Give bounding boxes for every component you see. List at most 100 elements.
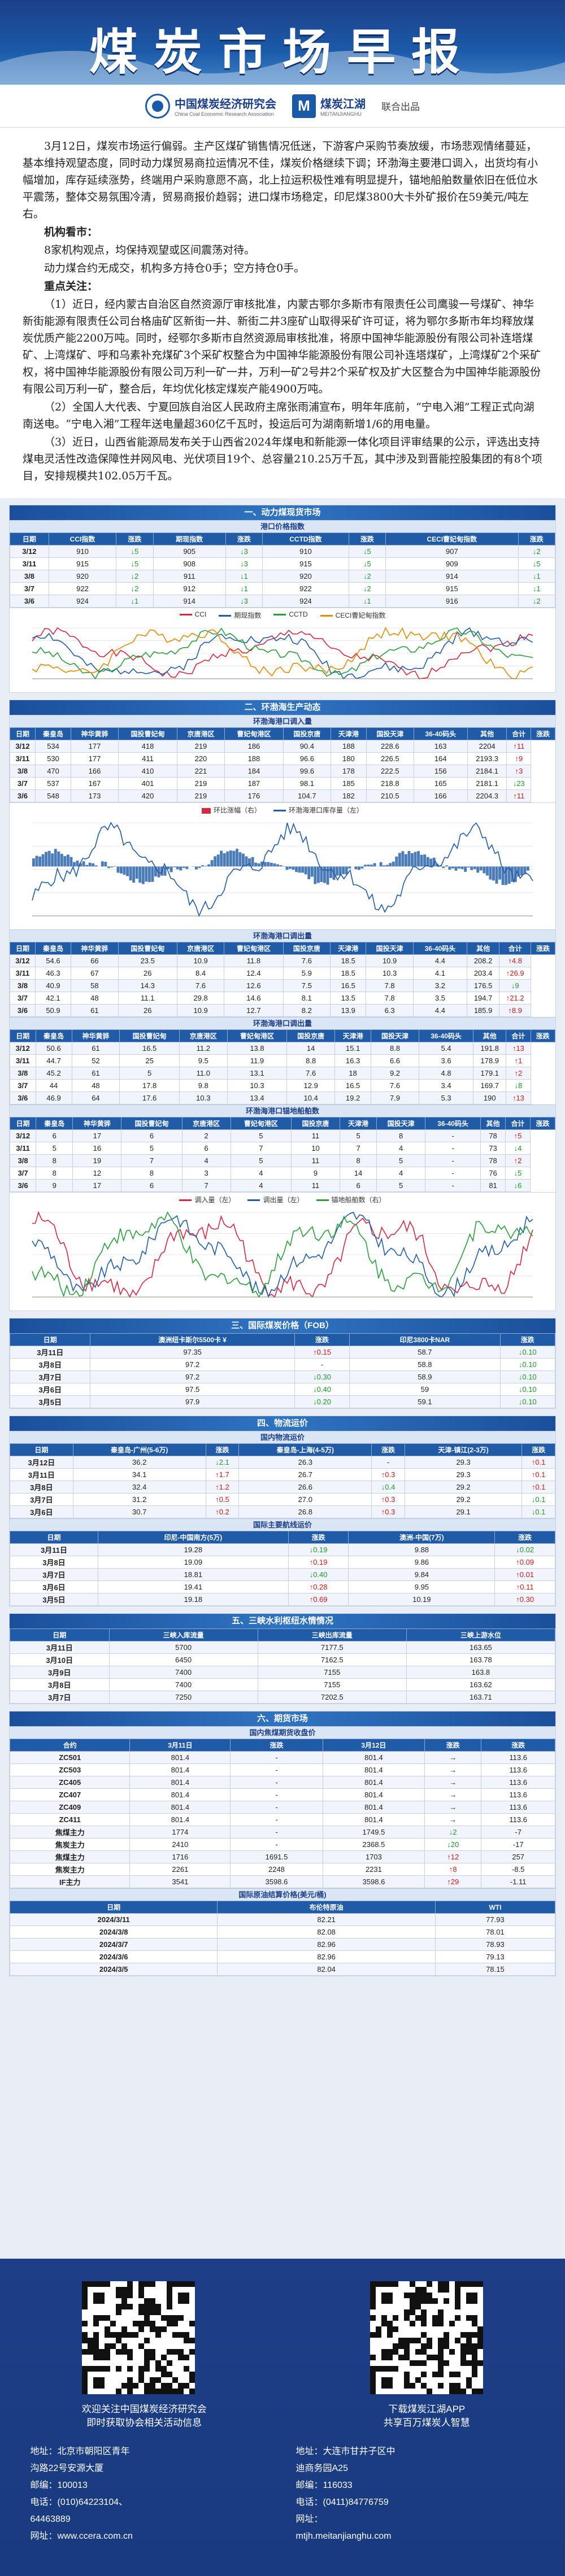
qr-module	[81, 2383, 88, 2389]
column-header: 国投京唐	[290, 1117, 341, 1130]
table-cell: 7.6	[282, 954, 331, 967]
column-header: 日期	[9, 1901, 218, 1914]
table-cell: 2368.5	[322, 1838, 425, 1851]
table-cell: 907	[385, 545, 519, 558]
chart-bar	[185, 866, 189, 869]
table-cell: ↑11	[506, 789, 532, 802]
qr-module	[404, 2343, 410, 2349]
table-cell: 418	[118, 740, 178, 753]
column-header: 天津港	[340, 1117, 377, 1130]
table-cell: 16.5	[334, 1079, 372, 1092]
chart-bar	[176, 866, 179, 870]
chart-bar	[207, 864, 211, 867]
qr-module	[398, 2338, 405, 2343]
table-cell: 26	[118, 1004, 177, 1017]
chart-bar	[345, 866, 348, 875]
table-cell: 6	[36, 1129, 73, 1142]
table-cell: 10.9	[176, 954, 225, 967]
table-cell: 3/12	[10, 954, 36, 967]
table-row: ZC503 801.4-801.4 → 113.6	[9, 1763, 555, 1776]
chart-bar	[448, 866, 451, 870]
table-cell: 3月10日	[10, 1653, 110, 1666]
qr-module	[421, 2293, 427, 2298]
table-cell: 18.5	[330, 954, 367, 967]
chart-bar	[157, 866, 160, 877]
column-header: 合计	[506, 727, 532, 740]
chart-bar	[289, 866, 292, 869]
qr-module	[477, 2326, 484, 2332]
table-cell: ↑0.19	[288, 1556, 349, 1569]
table-cell: 2410	[129, 1838, 231, 1851]
table-cell: 16.5	[330, 979, 367, 992]
section-title: 四、物流运价	[10, 1416, 555, 1431]
chart-bar	[360, 866, 364, 869]
qr-module	[404, 2372, 410, 2377]
table-cell: 5	[36, 1142, 73, 1155]
qr-module	[104, 2315, 110, 2321]
banner: 煤炭市场早报	[0, 0, 565, 85]
table-cell: ↓0.40	[294, 1383, 350, 1396]
chart-bar	[45, 852, 48, 867]
table-cell: ↓0.10	[499, 1358, 556, 1371]
contact-row: 地址：北京市朝阳区青年沟路22号安源大厦 邮编：100013 电话：(010)642…	[0, 2430, 565, 2545]
qr-module	[115, 2389, 121, 2394]
sub-title: 国内焦煤期货收盘价	[10, 1726, 555, 1739]
table-cell: ↓0.10	[499, 1395, 556, 1408]
table-cell: 16.5	[119, 1042, 180, 1055]
table-cell: 920	[48, 570, 117, 583]
qr-module	[410, 2298, 416, 2304]
column-header: 澳洲纽卡斯尔5500卡 ¥	[90, 1333, 295, 1346]
contact-cctd: 地址：北京市朝阳区青年沟路22号安源大厦 邮编：100013 电话：(010)642…	[31, 2443, 270, 2545]
qr-module	[455, 2338, 461, 2343]
qr-module	[421, 2315, 427, 2321]
chart-bar	[145, 866, 148, 882]
table-cell: 3月11日	[10, 1543, 98, 1556]
column-header: WTI	[434, 1901, 556, 1914]
qr-module	[155, 2304, 161, 2309]
table-cell: ↓0.10	[499, 1383, 556, 1396]
table-cell: 40.9	[34, 979, 72, 992]
qr-module	[138, 2326, 144, 2332]
chart-bar	[467, 866, 470, 868]
table-cell: 113.6	[481, 1801, 555, 1814]
qr-module	[81, 2287, 88, 2293]
table-cell: 914	[153, 595, 226, 608]
table-cell: ZC409	[9, 1801, 131, 1814]
table-cell: 922	[262, 582, 349, 595]
table-row: 3/12 6 17 6 2 5 11 5 8-78 ↑5	[9, 1129, 555, 1142]
table-row: 3月6日 30.7 ↑0.2 26.8 ↑0.3 29.1 ↓0.1	[10, 1505, 555, 1518]
qr-module	[393, 2343, 399, 2349]
qr-code-icon[interactable]	[81, 2281, 195, 2394]
table-cell: 19.18	[97, 1593, 289, 1606]
qr-module	[127, 2355, 133, 2360]
table-cell: 98.1	[283, 777, 331, 790]
table-cell: ↓0.30	[294, 1370, 350, 1383]
chart-bar	[47, 850, 51, 867]
chart-bar	[63, 856, 67, 867]
table-cell: 8	[376, 1129, 426, 1142]
chart-bar	[514, 866, 517, 883]
table-cell: ↑1	[506, 1054, 531, 1067]
table-cell: 910	[48, 545, 117, 558]
qr-module	[155, 2309, 161, 2315]
chart-bar	[473, 866, 476, 870]
table-cell: 7	[181, 1179, 231, 1192]
banner-wave	[0, 51, 565, 85]
chart-bar	[210, 860, 214, 867]
table-cell: 401	[118, 777, 178, 790]
table-cell: 2204	[467, 740, 507, 753]
qr-module	[172, 2377, 178, 2383]
table-row: ZC409 801.4-801.4 → 113.6	[9, 1801, 555, 1814]
spot-table: 日期 CCI指数 涨跌 期现指数 涨跌 CCTD指数 涨跌 CECI曹妃甸指数 涨跌 3/12 91…	[10, 532, 556, 608]
qr-code-icon[interactable]	[370, 2281, 484, 2394]
qr-module	[415, 2304, 421, 2309]
table-cell: 54.6	[34, 954, 72, 967]
table-cell: -	[230, 1838, 323, 1851]
qr-module	[93, 2343, 99, 2349]
table-row: 3/6 50.9 61 26 10.9 12.7 8.2 13.9 6.3 4.4 185.9 ↑8.…	[10, 1004, 555, 1017]
qr-module	[155, 2377, 161, 2383]
table-cell: 9	[36, 1179, 73, 1192]
table-cell: 12.6	[224, 979, 284, 992]
table-cell: 3月8日	[10, 1481, 73, 1494]
